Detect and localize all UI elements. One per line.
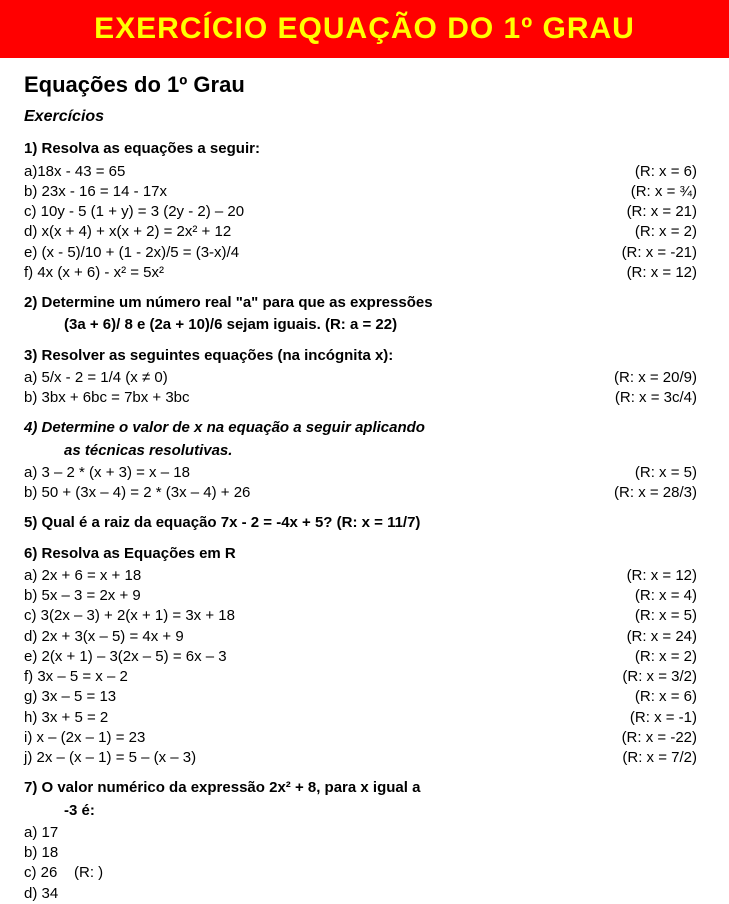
q6-eq: b) 5x – 3 = 2x + 9 [24, 586, 141, 606]
q6-eq: g) 3x – 5 = 13 [24, 687, 116, 707]
q7-eq: c) 26 (R: ) [24, 863, 103, 883]
q6-ans: (R: x = 4) [635, 586, 705, 606]
q1-item: b) 23x - 16 = 14 - 17x (R: x = ¾) [24, 182, 705, 202]
q4-ans: (R: x = 5) [635, 463, 705, 483]
q6-item: h) 3x + 5 = 2 (R: x = -1) [24, 708, 705, 728]
q1-item: f) 4x (x + 6) - x² = 5x² (R: x = 12) [24, 263, 705, 283]
q1-ans: (R: x = 2) [635, 222, 705, 242]
q6-item: j) 2x – (x – 1) = 5 – (x – 3) (R: x = 7/2… [24, 748, 705, 768]
q1-eq: c) 10y - 5 (1 + y) = 3 (2y - 2) – 20 [24, 202, 244, 222]
q1-ans: (R: x = 12) [627, 263, 705, 283]
q6-item: c) 3(2x – 3) + 2(x + 1) = 3x + 18 (R: x =… [24, 606, 705, 626]
q6-item: g) 3x – 5 = 13 (R: x = 6) [24, 687, 705, 707]
q4-ans: (R: x = 28/3) [614, 483, 705, 503]
q2-heading-line2: (3a + 6)/ 8 e (2a + 10)/6 sejam iguais. … [24, 315, 705, 335]
q7-eq: a) 17 [24, 823, 58, 843]
q4-heading-line1: 4) Determine o valor de x na equação a s… [24, 418, 705, 438]
q4-eq: a) 3 – 2 * (x + 3) = x – 18 [24, 463, 190, 483]
q3-ans: (R: x = 3c/4) [615, 388, 705, 408]
q1-item: a)18x - 43 = 65 (R: x = 6) [24, 162, 705, 182]
q5-heading: 5) Qual é a raiz da equação 7x - 2 = -4x… [24, 513, 705, 533]
q1-eq: a)18x - 43 = 65 [24, 162, 125, 182]
q7-eq: d) 34 [24, 884, 58, 904]
q7-heading-line2: -3 é: [24, 801, 705, 821]
q1-item: c) 10y - 5 (1 + y) = 3 (2y - 2) – 20 (R: … [24, 202, 705, 222]
q1-item: e) (x - 5)/10 + (1 - 2x)/5 = (3-x)/4 (R: … [24, 243, 705, 263]
q1-heading: 1) Resolva as equações a seguir: [24, 139, 705, 159]
q3-eq: b) 3bx + 6bc = 7bx + 3bc [24, 388, 190, 408]
q6-eq: d) 2x + 3(x – 5) = 4x + 9 [24, 627, 184, 647]
doc-title: Equações do 1º Grau [24, 70, 705, 100]
q1-eq: f) 4x (x + 6) - x² = 5x² [24, 263, 164, 283]
doc-subtitle: Exercícios [24, 106, 705, 128]
q3-eq: a) 5/x - 2 = 1/4 (x ≠ 0) [24, 368, 168, 388]
q4-item: a) 3 – 2 * (x + 3) = x – 18 (R: x = 5) [24, 463, 705, 483]
q3-item: a) 5/x - 2 = 1/4 (x ≠ 0) (R: x = 20/9) [24, 368, 705, 388]
q6-item: f) 3x – 5 = x – 2 (R: x = 3/2) [24, 667, 705, 687]
q6-eq: e) 2(x + 1) – 3(2x – 5) = 6x – 3 [24, 647, 227, 667]
q6-item: i) x – (2x – 1) = 23 (R: x = -22) [24, 728, 705, 748]
q6-ans: (R: x = 24) [627, 627, 705, 647]
q3-heading: 3) Resolver as seguintes equações (na in… [24, 346, 705, 366]
q6-eq: f) 3x – 5 = x – 2 [24, 667, 128, 687]
q4-heading-line2: as técnicas resolutivas. [24, 441, 705, 461]
q6-item: d) 2x + 3(x – 5) = 4x + 9 (R: x = 24) [24, 627, 705, 647]
q1-ans: (R: x = 21) [627, 202, 705, 222]
q7-heading-line1: 7) O valor numérico da expressão 2x² + 8… [24, 778, 705, 798]
q7-item: d) 34 [24, 884, 705, 904]
q7-item: c) 26 (R: ) [24, 863, 705, 883]
q6-ans: (R: x = 2) [635, 647, 705, 667]
q6-ans: (R: x = 12) [627, 566, 705, 586]
q6-ans: (R: x = 6) [635, 687, 705, 707]
q7-eq: b) 18 [24, 843, 58, 863]
q3-ans: (R: x = 20/9) [614, 368, 705, 388]
q1-eq: b) 23x - 16 = 14 - 17x [24, 182, 167, 202]
q6-eq: i) x – (2x – 1) = 23 [24, 728, 145, 748]
q6-ans: (R: x = -1) [630, 708, 705, 728]
worksheet-content: Equações do 1º Grau Exercícios 1) Resolv… [0, 58, 729, 904]
q6-item: e) 2(x + 1) – 3(2x – 5) = 6x – 3 (R: x = … [24, 647, 705, 667]
q7-item: a) 17 [24, 823, 705, 843]
q3-item: b) 3bx + 6bc = 7bx + 3bc (R: x = 3c/4) [24, 388, 705, 408]
q6-eq: h) 3x + 5 = 2 [24, 708, 108, 728]
q4-eq: b) 50 + (3x – 4) = 2 * (3x – 4) + 26 [24, 483, 250, 503]
q1-eq: e) (x - 5)/10 + (1 - 2x)/5 = (3-x)/4 [24, 243, 239, 263]
q6-heading: 6) Resolva as Equações em R [24, 544, 705, 564]
page-banner: EXERCÍCIO EQUAÇÃO DO 1º GRAU [0, 0, 729, 58]
q2-heading-line1: 2) Determine um número real "a" para que… [24, 293, 705, 313]
q4-item: b) 50 + (3x – 4) = 2 * (3x – 4) + 26 (R: … [24, 483, 705, 503]
banner-title: EXERCÍCIO EQUAÇÃO DO 1º GRAU [94, 9, 635, 50]
q6-item: b) 5x – 3 = 2x + 9 (R: x = 4) [24, 586, 705, 606]
q6-ans: (R: x = 3/2) [622, 667, 705, 687]
q1-ans: (R: x = ¾) [631, 182, 705, 202]
q6-ans: (R: x = 5) [635, 606, 705, 626]
q7-item: b) 18 [24, 843, 705, 863]
q1-ans: (R: x = 6) [635, 162, 705, 182]
q1-eq: d) x(x + 4) + x(x + 2) = 2x² + 12 [24, 222, 231, 242]
q6-eq: c) 3(2x – 3) + 2(x + 1) = 3x + 18 [24, 606, 235, 626]
q1-item: d) x(x + 4) + x(x + 2) = 2x² + 12 (R: x =… [24, 222, 705, 242]
q6-eq: j) 2x – (x – 1) = 5 – (x – 3) [24, 748, 196, 768]
q6-item: a) 2x + 6 = x + 18 (R: x = 12) [24, 566, 705, 586]
q6-ans: (R: x = 7/2) [622, 748, 705, 768]
q6-eq: a) 2x + 6 = x + 18 [24, 566, 141, 586]
q1-ans: (R: x = -21) [622, 243, 705, 263]
q6-ans: (R: x = -22) [622, 728, 705, 748]
